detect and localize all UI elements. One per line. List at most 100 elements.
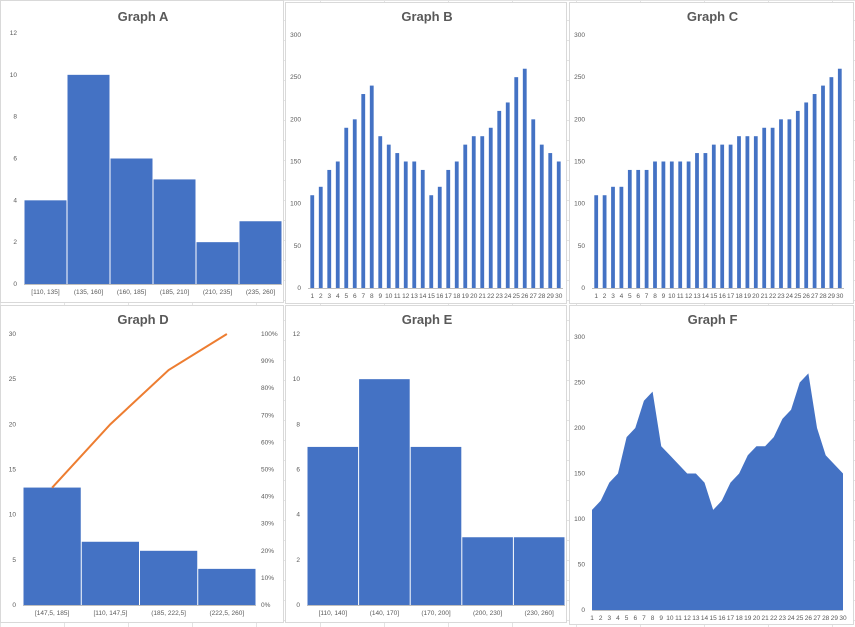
bar[interactable] <box>513 537 565 605</box>
x-tick-label: 9 <box>662 293 666 300</box>
chart-panel-d[interactable]: Graph D 0 5 10 15 20 25 30 0% 10% 20% 30% 40% 50% 60% 7… <box>0 305 284 623</box>
y-tick-label: 300 <box>574 334 585 341</box>
bar[interactable] <box>653 161 657 289</box>
bar[interactable] <box>619 186 624 288</box>
bar[interactable] <box>514 77 519 289</box>
bar[interactable] <box>463 144 468 288</box>
bar[interactable] <box>703 153 708 288</box>
area-series[interactable] <box>592 373 843 610</box>
bar[interactable] <box>318 186 323 288</box>
bar[interactable] <box>24 200 67 284</box>
x-tick-label: 10 <box>668 293 676 300</box>
chart-panel-a[interactable]: Graph A 0 2 4 6 8 10 12 [110, 135] (135, 160] (160… <box>0 0 284 303</box>
bar[interactable] <box>196 242 239 284</box>
x-tick-label: 24 <box>786 293 794 300</box>
bar[interactable] <box>787 119 792 288</box>
bar[interactable] <box>812 94 817 289</box>
bar[interactable] <box>403 161 408 289</box>
bar[interactable] <box>728 144 733 288</box>
bar[interactable] <box>762 127 767 289</box>
bar[interactable] <box>522 68 527 288</box>
bar[interactable] <box>737 136 741 288</box>
x-tick-label: 11 <box>677 293 684 300</box>
bar[interactable] <box>412 161 417 289</box>
bar[interactable] <box>446 169 451 288</box>
chart-title: Graph A <box>118 9 169 24</box>
bar[interactable] <box>239 221 282 284</box>
bar[interactable] <box>627 169 632 288</box>
bar[interactable] <box>67 74 110 284</box>
chart-panel-b[interactable]: Graph B 0 50 100 150 200 250 300 1 2 3 4 5 6 7 8 9 10 11 12… <box>285 2 567 304</box>
bar[interactable] <box>686 161 691 289</box>
bar[interactable] <box>81 541 139 605</box>
x-tick-label: 15 <box>710 293 718 300</box>
bar[interactable] <box>505 102 510 288</box>
bar[interactable] <box>307 446 359 605</box>
bar[interactable] <box>720 144 725 288</box>
bar[interactable] <box>454 161 459 289</box>
bar[interactable] <box>429 195 434 288</box>
bar[interactable] <box>548 153 553 288</box>
bar[interactable] <box>471 136 476 288</box>
bar[interactable] <box>602 195 607 288</box>
bar[interactable] <box>594 195 599 288</box>
bar[interactable] <box>378 136 383 288</box>
bar[interactable] <box>480 136 485 288</box>
bar[interactable] <box>556 161 561 289</box>
bar[interactable] <box>359 379 410 605</box>
x-tick-label: 8 <box>651 615 655 622</box>
bar[interactable] <box>678 161 683 289</box>
bar[interactable] <box>669 161 674 289</box>
bar[interactable] <box>386 144 391 288</box>
x-tick-label: 13 <box>692 615 700 622</box>
bar[interactable] <box>770 127 775 289</box>
bar[interactable] <box>395 153 400 288</box>
bar[interactable] <box>437 186 442 288</box>
bar[interactable] <box>539 144 544 288</box>
y-tick-label: 0 <box>12 602 16 609</box>
bar[interactable] <box>420 169 425 288</box>
chart-title: Graph E <box>402 312 453 327</box>
x-tick-label: 9 <box>378 293 382 300</box>
bar[interactable] <box>497 110 502 289</box>
bar[interactable] <box>695 153 699 288</box>
bar[interactable] <box>779 119 783 288</box>
bar[interactable] <box>410 446 462 605</box>
bar[interactable] <box>198 568 256 605</box>
bar[interactable] <box>23 487 81 605</box>
bar[interactable] <box>369 85 374 288</box>
bar[interactable] <box>745 136 750 288</box>
bar[interactable] <box>795 110 800 289</box>
bar[interactable] <box>310 195 315 288</box>
bar[interactable] <box>636 169 641 288</box>
x-tick-label: 18 <box>735 293 743 300</box>
bar[interactable] <box>110 158 153 285</box>
bar[interactable] <box>661 161 666 289</box>
bar[interactable] <box>361 94 366 289</box>
chart-panel-e[interactable]: Graph E 0 2 4 6 8 10 12 [110, 140] (140, 170] (170… <box>285 305 567 623</box>
bar[interactable] <box>335 161 340 289</box>
bar[interactable] <box>352 119 357 288</box>
bar[interactable] <box>804 102 809 288</box>
bar[interactable] <box>644 169 649 288</box>
bar[interactable] <box>344 127 349 289</box>
bar[interactable] <box>753 136 758 288</box>
bar[interactable] <box>711 144 716 288</box>
bar[interactable] <box>829 77 834 289</box>
bar[interactable] <box>140 550 198 605</box>
bar[interactable] <box>531 119 536 288</box>
chart-panel-c[interactable]: Graph C 0 50 100 150 200 250 300 1 2 3 4 5 6 7 8 9 10 11 12… <box>569 2 854 304</box>
y-tick-label: 250 <box>290 74 301 81</box>
bar[interactable] <box>153 179 196 284</box>
x-tick-label: 21 <box>761 293 769 300</box>
bar[interactable] <box>462 537 513 605</box>
bar[interactable] <box>327 169 332 288</box>
cumulative-line[interactable] <box>51 333 228 489</box>
y-tick-label: 0 <box>13 281 17 288</box>
y-tick-label: 25 <box>9 376 17 383</box>
bar[interactable] <box>611 186 615 288</box>
chart-panel-f[interactable]: Graph F 0 50 100 150 200 250 300 1 2 3 4 5 6 7 8 9 10 11 12… <box>569 305 854 625</box>
bar[interactable] <box>488 127 493 289</box>
bar[interactable] <box>837 68 842 288</box>
bar[interactable] <box>821 85 825 288</box>
